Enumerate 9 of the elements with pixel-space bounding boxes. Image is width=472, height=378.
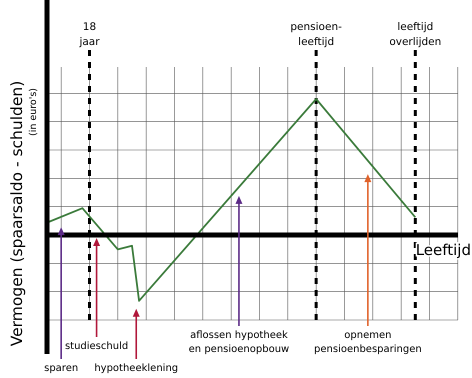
text: leeftijd overlijden bbox=[389, 21, 442, 48]
text: aflossen hypotheek en pensioenopbouw bbox=[188, 330, 290, 355]
text: opnemen pensioenbesparingen bbox=[314, 330, 422, 355]
text: sparen bbox=[44, 363, 78, 374]
text: pensioen- leeftijd bbox=[290, 21, 342, 48]
y-axis-title: Vermogen (spaarsaldo - schulden) (in euro's) bbox=[8, 80, 39, 346]
text: studieschuld bbox=[64, 341, 128, 352]
text: hypotheeklening bbox=[94, 363, 178, 374]
text: 18 jaar bbox=[78, 21, 100, 48]
